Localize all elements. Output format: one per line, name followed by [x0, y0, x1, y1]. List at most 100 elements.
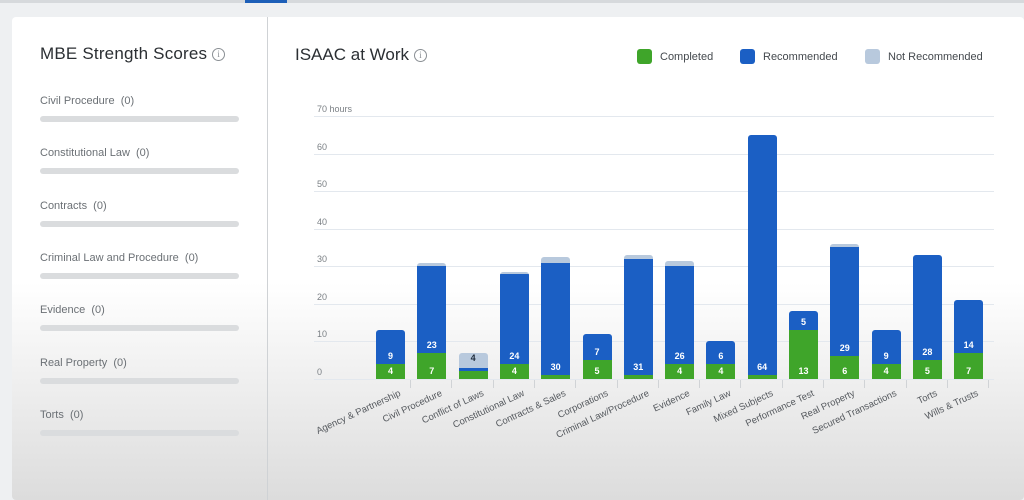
y-axis-tick-label: 30 — [317, 254, 328, 265]
completed-segment[interactable]: 6 — [830, 356, 860, 379]
x-axis-tick — [657, 380, 659, 388]
not-recommended-segment[interactable] — [541, 256, 571, 263]
completed-segment[interactable]: 13 — [789, 330, 818, 379]
data-label: 64 — [757, 362, 768, 373]
mbe-scores-title-text: MBE Strength Scores — [40, 44, 208, 63]
data-label: 7 — [594, 347, 600, 358]
bar-contracts-sales[interactable]: 30 — [541, 256, 571, 379]
legend-label: Recommended — [763, 50, 838, 63]
bar-torts[interactable]: 28 5 — [912, 255, 942, 379]
data-label: 5 — [594, 365, 600, 376]
top-tab-bar — [0, 0, 1024, 3]
completed-segment[interactable]: 5 — [582, 360, 612, 379]
recommended-segment[interactable]: 31 — [623, 258, 653, 376]
score-item: Torts (0) — [40, 409, 239, 436]
active-tab-indicator[interactable] — [245, 0, 287, 3]
grid-line — [314, 153, 994, 155]
recommended-segment[interactable]: 14 — [954, 300, 984, 353]
recommended-segment[interactable]: 23 — [417, 266, 447, 353]
completed-segment[interactable]: 4 — [665, 363, 695, 379]
bar-mixed-subjects[interactable]: 64 — [747, 134, 777, 379]
x-axis-tick — [699, 380, 701, 388]
y-axis-tick-label: 0 — [317, 367, 323, 377]
grid-line — [314, 191, 994, 193]
completed-segment[interactable] — [541, 375, 571, 379]
score-label: Real Property (0) — [40, 356, 127, 369]
score-progress-bar — [40, 377, 239, 384]
info-icon[interactable]: i — [414, 49, 427, 62]
recommended-segment[interactable]: 6 — [706, 341, 736, 364]
score-label: Torts (0) — [40, 408, 84, 421]
score-item: Civil Procedure (0) — [40, 95, 239, 122]
completed-segment[interactable]: 7 — [417, 352, 447, 379]
not-recommended-segment[interactable]: 4 — [458, 352, 488, 368]
recommended-segment[interactable]: 29 — [830, 247, 860, 357]
not-recommended-segment[interactable] — [623, 255, 653, 259]
bar-wills-trusts[interactable]: 14 7 — [954, 300, 984, 379]
completed-segment[interactable] — [458, 371, 488, 379]
y-axis-tick-label: 50 — [317, 179, 328, 190]
x-axis-tick — [905, 380, 907, 388]
bar-constitutional-law[interactable]: 24 4 — [499, 271, 529, 379]
recommended-segment[interactable] — [458, 367, 488, 372]
completed-segment[interactable]: 4 — [706, 363, 736, 379]
completed-segment[interactable]: 5 — [912, 360, 942, 379]
completed-segment[interactable]: 4 — [871, 363, 901, 379]
x-axis-tick — [575, 380, 577, 388]
legend-label: Completed — [660, 50, 714, 63]
completed-segment[interactable]: 7 — [954, 352, 984, 379]
score-progress-bar — [40, 168, 239, 175]
recommended-segment[interactable]: 9 — [871, 330, 901, 364]
bar-real-property[interactable]: 29 6 — [830, 243, 860, 379]
score-item: Real Property (0) — [40, 357, 239, 384]
data-label: 6 — [842, 365, 848, 376]
score-item: Contracts (0) — [40, 200, 239, 227]
completed-segment[interactable]: 4 — [376, 363, 405, 379]
data-label: 4 — [718, 365, 724, 376]
x-axis-tick — [864, 380, 866, 388]
bar-civil-procedure[interactable]: 23 7 — [417, 262, 447, 379]
recommended-segment[interactable]: 64 — [747, 134, 777, 376]
score-item: Evidence (0) — [40, 304, 239, 332]
score-label: Criminal Law and Procedure (0) — [40, 251, 199, 264]
bar-evidence[interactable]: 26 4 — [665, 260, 695, 379]
score-label: Contracts (0) — [40, 199, 107, 212]
score-item: Criminal Law and Procedure (0) — [40, 252, 239, 279]
recommended-segment[interactable]: 26 — [665, 266, 695, 364]
bar-conflict-of-laws[interactable]: 4 — [458, 352, 488, 379]
recommended-segment[interactable]: 28 — [912, 255, 942, 361]
recommended-segment[interactable]: 30 — [541, 262, 571, 376]
score-progress-bar — [40, 325, 239, 332]
info-icon[interactable]: i — [212, 48, 226, 61]
recommended-segment[interactable]: 5 — [789, 311, 818, 331]
bar-criminal-law-procedure[interactable]: 31 — [623, 255, 653, 379]
score-progress-bar — [40, 429, 239, 436]
recommended-segment[interactable]: 9 — [376, 330, 405, 364]
not-recommended-segment[interactable] — [499, 271, 529, 274]
completed-segment[interactable] — [747, 375, 777, 379]
legend-item[interactable]: Recommended — [740, 49, 838, 64]
data-label: 7 — [966, 365, 972, 376]
completed-segment[interactable] — [623, 375, 653, 379]
score-label: Evidence (0) — [40, 304, 105, 317]
legend-item[interactable]: Not Recommended — [865, 49, 983, 64]
completed-segment[interactable]: 4 — [499, 363, 529, 379]
not-recommended-segment[interactable] — [665, 260, 695, 267]
not-recommended-segment[interactable] — [417, 262, 447, 267]
legend-item[interactable]: Completed — [637, 49, 713, 64]
x-axis-tick — [740, 380, 742, 388]
data-label: 9 — [387, 350, 393, 361]
recommended-segment[interactable]: 24 — [499, 273, 529, 364]
recommended-segment[interactable]: 7 — [582, 333, 612, 361]
data-label: 31 — [633, 362, 644, 373]
legend-label: Not Recommended — [888, 50, 983, 63]
y-axis-tick-label: 60 — [317, 141, 328, 152]
bar-performance-test[interactable]: 5 13 — [789, 311, 818, 379]
data-label: 5 — [800, 317, 806, 328]
y-axis-tick-label: 70 hours — [317, 104, 353, 114]
not-recommended-segment[interactable] — [830, 243, 860, 248]
